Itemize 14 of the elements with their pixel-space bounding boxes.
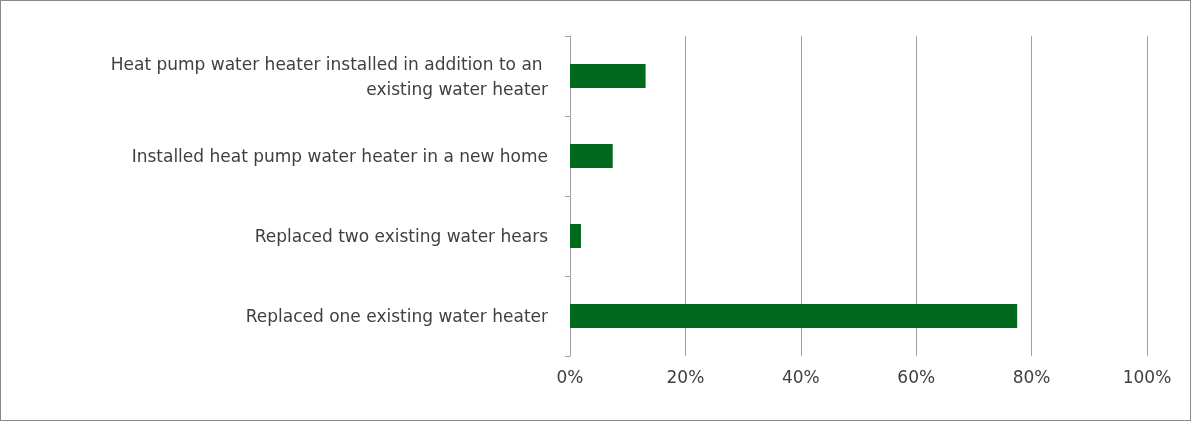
x-tick-label: 60% <box>897 366 936 387</box>
y-tick-label: Installed heat pump water heater in a new home <box>131 146 548 166</box>
bar <box>570 224 581 248</box>
y-tick-label: Heat pump water heater installed in addition to an existing water heater <box>110 53 549 99</box>
x-tick-label: 0% <box>556 366 584 387</box>
x-tick-label: 20% <box>666 366 705 387</box>
bar <box>570 144 613 168</box>
x-tick-label: 40% <box>781 366 820 387</box>
bar <box>570 304 1018 328</box>
bar <box>570 64 646 88</box>
y-tick-label: Replaced two existing water hears <box>254 226 549 246</box>
y-tick-label: Replaced one existing water heater <box>245 306 548 326</box>
x-tick-label: 100% <box>1122 366 1172 387</box>
x-tick-label: 80% <box>1012 366 1051 387</box>
